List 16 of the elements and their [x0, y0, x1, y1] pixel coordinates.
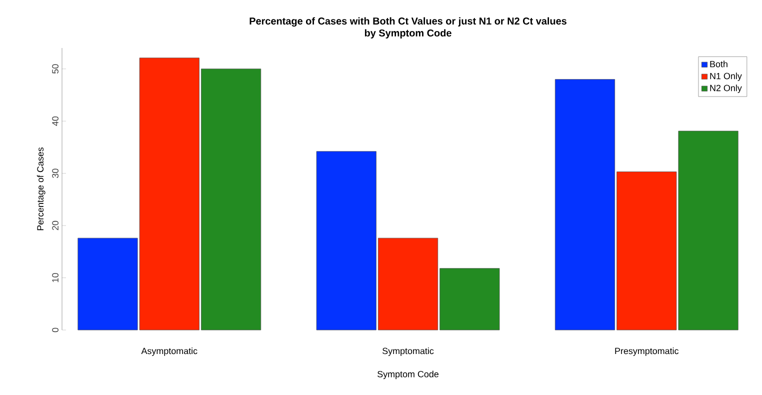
y-axis-title: Percentage of Cases: [36, 147, 46, 230]
x-tick-label: Symptomatic: [382, 348, 434, 356]
legend-label: N1 Only: [710, 72, 742, 81]
y-tick-label: 30: [52, 168, 58, 178]
x-tick-label: Asymptomatic: [141, 348, 198, 356]
y-tick-label: 40: [52, 116, 58, 126]
legend-label: Both: [710, 60, 728, 68]
x-tick-label: Presymptomatic: [615, 348, 679, 356]
legend-label: N2 Only: [710, 84, 742, 93]
y-tick-label: 10: [52, 273, 58, 282]
y-tick-label: 50: [52, 64, 58, 74]
chart-title: Percentage of Cases with Both Ct Values or just N1 or N2 Ct values: [250, 17, 566, 27]
y-tick-label: 20: [52, 220, 58, 230]
y-tick-label: 0: [52, 328, 58, 332]
chart-subtitle: by Symptom Code: [364, 29, 452, 38]
x-axis-title: Symptom Code: [378, 370, 438, 380]
